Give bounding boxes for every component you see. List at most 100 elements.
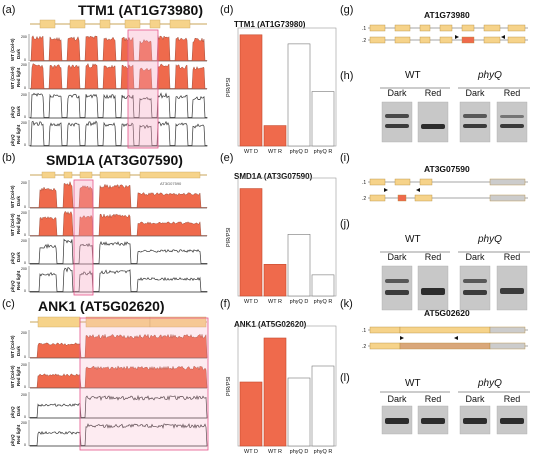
track-label-line2: Dark	[16, 405, 21, 416]
primer-forward-icon	[384, 188, 388, 192]
panel-b-gene-sub: AT3G07590	[160, 181, 182, 186]
panel-h-letter: (h)	[340, 70, 354, 82]
track-label-line2: Red light	[16, 270, 21, 290]
bar-category-label: WT R	[268, 299, 282, 305]
track-label-line1: WT (Col-0)	[10, 38, 15, 61]
bar-0-3	[311, 91, 335, 147]
transcript-exon	[394, 36, 411, 44]
axis-tick-bottom: 0	[24, 205, 26, 209]
chart-ylabel: PIR/PSI	[226, 227, 232, 247]
axis-tick-bottom: 0	[24, 289, 26, 293]
transcript-exon	[394, 24, 411, 32]
gel-band	[500, 115, 524, 118]
axis-tick-top: 200	[21, 121, 27, 125]
gel-l-lane-4: Red	[503, 394, 521, 404]
track-label-line1: WT (Col-0)	[10, 365, 15, 388]
gel-l-phyq-label: phyQ	[478, 378, 502, 389]
chart-frame	[237, 27, 337, 147]
transcript-exon	[369, 24, 386, 32]
track-label-line2: Dark	[16, 105, 21, 116]
transcript-exon	[419, 36, 431, 44]
transcript-label: .2	[362, 196, 366, 202]
track-label-line1: phyQ	[10, 406, 15, 419]
bar-0-1	[263, 125, 287, 147]
bar-0-2	[287, 43, 311, 147]
primer-reverse-icon	[454, 336, 458, 340]
bar-category-label: phyQ D	[290, 449, 309, 455]
gel-band	[421, 124, 445, 129]
gel-band	[385, 290, 409, 295]
panel-b-letter: (b)	[2, 152, 16, 164]
coverage-track-b4	[29, 267, 208, 293]
track-label-line2: Red light	[16, 124, 21, 144]
axis-tick-top: 200	[21, 181, 27, 185]
gel-h-lane-2: Red	[424, 88, 442, 98]
axis-tick-bottom: 0	[24, 415, 26, 419]
coverage-track-a4	[29, 120, 208, 147]
chart-d-title: TTM1 (AT1G73980)	[234, 20, 306, 29]
bar-2-3	[311, 365, 335, 447]
transcript-exon	[461, 24, 475, 32]
panel-c-highlight	[79, 317, 209, 451]
track-label-line1: WT (Col-0)	[10, 185, 15, 208]
gel-j-lane-1: Dark	[387, 252, 407, 262]
gene-exon	[69, 19, 86, 29]
track-label-line2: Dark	[16, 48, 21, 59]
gel-band	[385, 279, 409, 283]
bar-category-label: phyQ R	[314, 149, 333, 155]
chart-ylabel: PIR/PSI	[226, 77, 232, 97]
transcript-exon	[369, 194, 386, 202]
panel-f-letter: (f)	[220, 298, 231, 310]
gel-lane-bg	[417, 101, 449, 143]
bar-charts: PIR/PSI WT D WT R phyQ D phyQ R PIR/PSI WT D WT…	[226, 27, 337, 455]
transcript-exon	[489, 194, 526, 202]
axis-tick-bottom: 0	[24, 443, 26, 447]
transcript-exon	[399, 342, 491, 350]
axis-tick-bottom: 0	[24, 58, 26, 62]
coverage-track-c4	[29, 423, 208, 447]
panel-b-highlight	[73, 179, 94, 296]
transcript-exon	[369, 36, 386, 44]
transcript-exon	[489, 342, 526, 350]
bar-category-label: WT R	[268, 449, 282, 455]
gel-h-wt-label: WT	[405, 70, 421, 81]
track-label-line1: phyQ	[10, 252, 15, 265]
transcript-exon	[369, 342, 401, 350]
gel-band	[463, 124, 487, 128]
gene-exon	[39, 19, 56, 29]
bar-category-label: phyQ D	[290, 299, 309, 305]
bar-2-2	[287, 377, 311, 447]
track-label-line2: Red light	[16, 214, 21, 234]
transcript-exon	[439, 24, 453, 32]
transcript-label: .2	[362, 38, 366, 44]
axis-tick-top: 200	[21, 63, 27, 67]
axis-tick-top: 200	[21, 393, 27, 397]
panel-k-letter: (k)	[340, 298, 353, 310]
axis-tick-top: 200	[21, 331, 27, 335]
transcript-exon	[489, 178, 526, 186]
bar-category-label: phyQ R	[314, 299, 333, 305]
gel-l-lane-3: Dark	[465, 394, 485, 404]
panel-j-letter: (j)	[340, 218, 350, 230]
axis-tick-bottom: 0	[24, 355, 26, 359]
gel-j-wt-label: WT	[405, 234, 421, 245]
track-label-line2: Red light	[16, 366, 21, 386]
gel-band	[463, 290, 487, 295]
gel-band	[500, 124, 524, 128]
gel-band	[463, 418, 487, 424]
transcript-exon	[489, 326, 526, 334]
gel-l-wt-label: WT	[405, 378, 421, 389]
gel-band	[421, 418, 445, 424]
transcript-exon	[397, 194, 407, 202]
chart-e-title: SMD1A (AT3G07590)	[234, 172, 313, 181]
primer-forward-icon	[455, 35, 459, 39]
bar-category-label: WT D	[244, 299, 258, 305]
track-label-line2: Dark	[16, 195, 21, 206]
gel-band	[500, 288, 524, 294]
track-label-line1: WT (Col-0)	[10, 66, 15, 89]
gel-band	[421, 288, 445, 295]
track-label-line2: Dark	[16, 251, 21, 262]
coverage-track-a3	[29, 92, 208, 119]
gene-exon	[37, 316, 81, 328]
